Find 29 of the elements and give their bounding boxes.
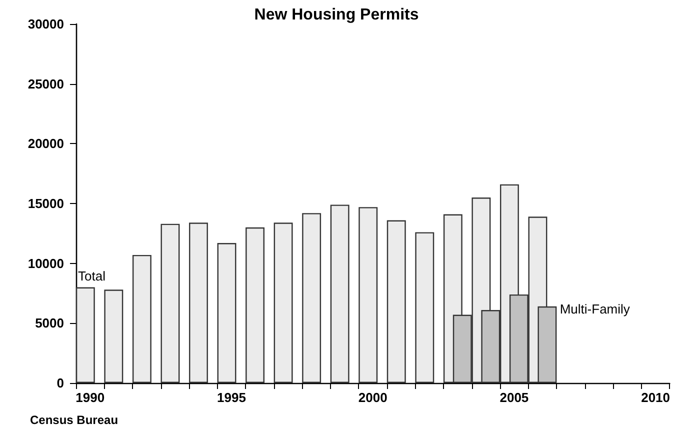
y-tick-label: 20000 — [28, 136, 64, 152]
bar — [189, 222, 208, 383]
bar — [330, 204, 350, 383]
y-tick-label: 5000 — [35, 316, 64, 331]
bar — [358, 207, 378, 383]
bar — [302, 213, 322, 383]
chart-title: New Housing Permits — [254, 6, 419, 24]
bar — [217, 242, 236, 383]
bar — [246, 227, 264, 383]
bar — [104, 290, 124, 383]
x-tick-label: 2000 — [358, 390, 388, 405]
y-tick-label: 15000 — [28, 196, 64, 211]
bar — [160, 224, 180, 383]
bar — [386, 220, 406, 383]
bar — [274, 222, 293, 383]
bar — [76, 287, 95, 383]
y-tick-label: 30000 — [28, 16, 64, 32]
series-label: Multi-Family — [560, 301, 630, 316]
y-tick-label: 10000 — [28, 256, 64, 271]
text: Census Bureau — [30, 413, 118, 427]
y-tick-label: 0 — [56, 376, 64, 390]
x-tick-label: 1990 — [76, 390, 105, 405]
bar — [415, 232, 434, 383]
bar — [132, 254, 152, 383]
x-tick-label: 1995 — [217, 390, 246, 405]
x-tick-label: 2010 — [641, 390, 670, 405]
y-tick-label: 25000 — [28, 76, 64, 92]
x-tick-label: 2005 — [500, 390, 529, 405]
series-label: Total — [78, 268, 106, 284]
